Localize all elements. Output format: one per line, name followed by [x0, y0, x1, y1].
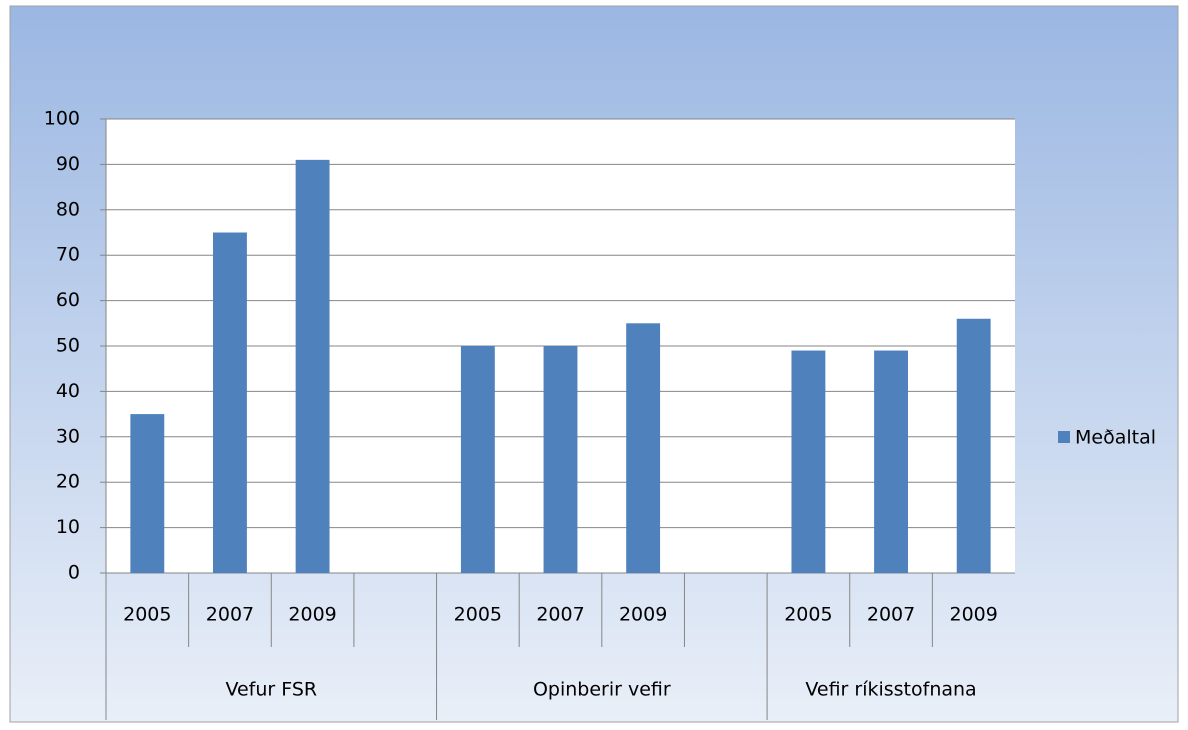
group-label: Vefur FSR — [225, 679, 317, 701]
legend-swatch — [1058, 431, 1070, 443]
y-tick-label: 30 — [56, 425, 80, 447]
y-tick-label: 10 — [56, 516, 80, 538]
y-tick-label: 0 — [68, 562, 80, 584]
group-label: Opinberir vefir — [533, 679, 671, 701]
x-tick-label: 2005 — [123, 604, 171, 626]
x-tick-label: 2009 — [288, 604, 336, 626]
y-tick-label: 100 — [44, 108, 80, 130]
x-tick-label: 2007 — [206, 604, 254, 626]
x-tick-label: 2007 — [536, 604, 584, 626]
bar — [295, 159, 330, 574]
bar — [460, 346, 495, 573]
y-tick-label: 90 — [56, 153, 80, 175]
x-tick-label: 2009 — [950, 604, 998, 626]
bar — [213, 232, 247, 573]
bar — [791, 350, 826, 573]
y-tick-label: 80 — [56, 198, 80, 220]
group-label: Vefir ríkisstofnana — [805, 679, 976, 701]
bar — [874, 350, 908, 573]
bar — [626, 323, 661, 573]
y-tick-label: 70 — [56, 244, 80, 266]
y-tick-label: 50 — [56, 335, 80, 357]
x-tick-label: 2005 — [454, 604, 502, 626]
y-tick-label: 40 — [56, 380, 80, 402]
y-tick-label: 20 — [56, 471, 80, 493]
bar — [956, 318, 991, 573]
bar — [543, 346, 578, 573]
y-tick-label: 60 — [56, 289, 80, 311]
legend-label: Meðaltal — [1075, 427, 1156, 449]
x-tick-label: 2009 — [619, 604, 667, 626]
bar — [130, 414, 165, 573]
x-tick-label: 2007 — [867, 604, 915, 626]
x-tick-label: 2005 — [784, 604, 832, 626]
